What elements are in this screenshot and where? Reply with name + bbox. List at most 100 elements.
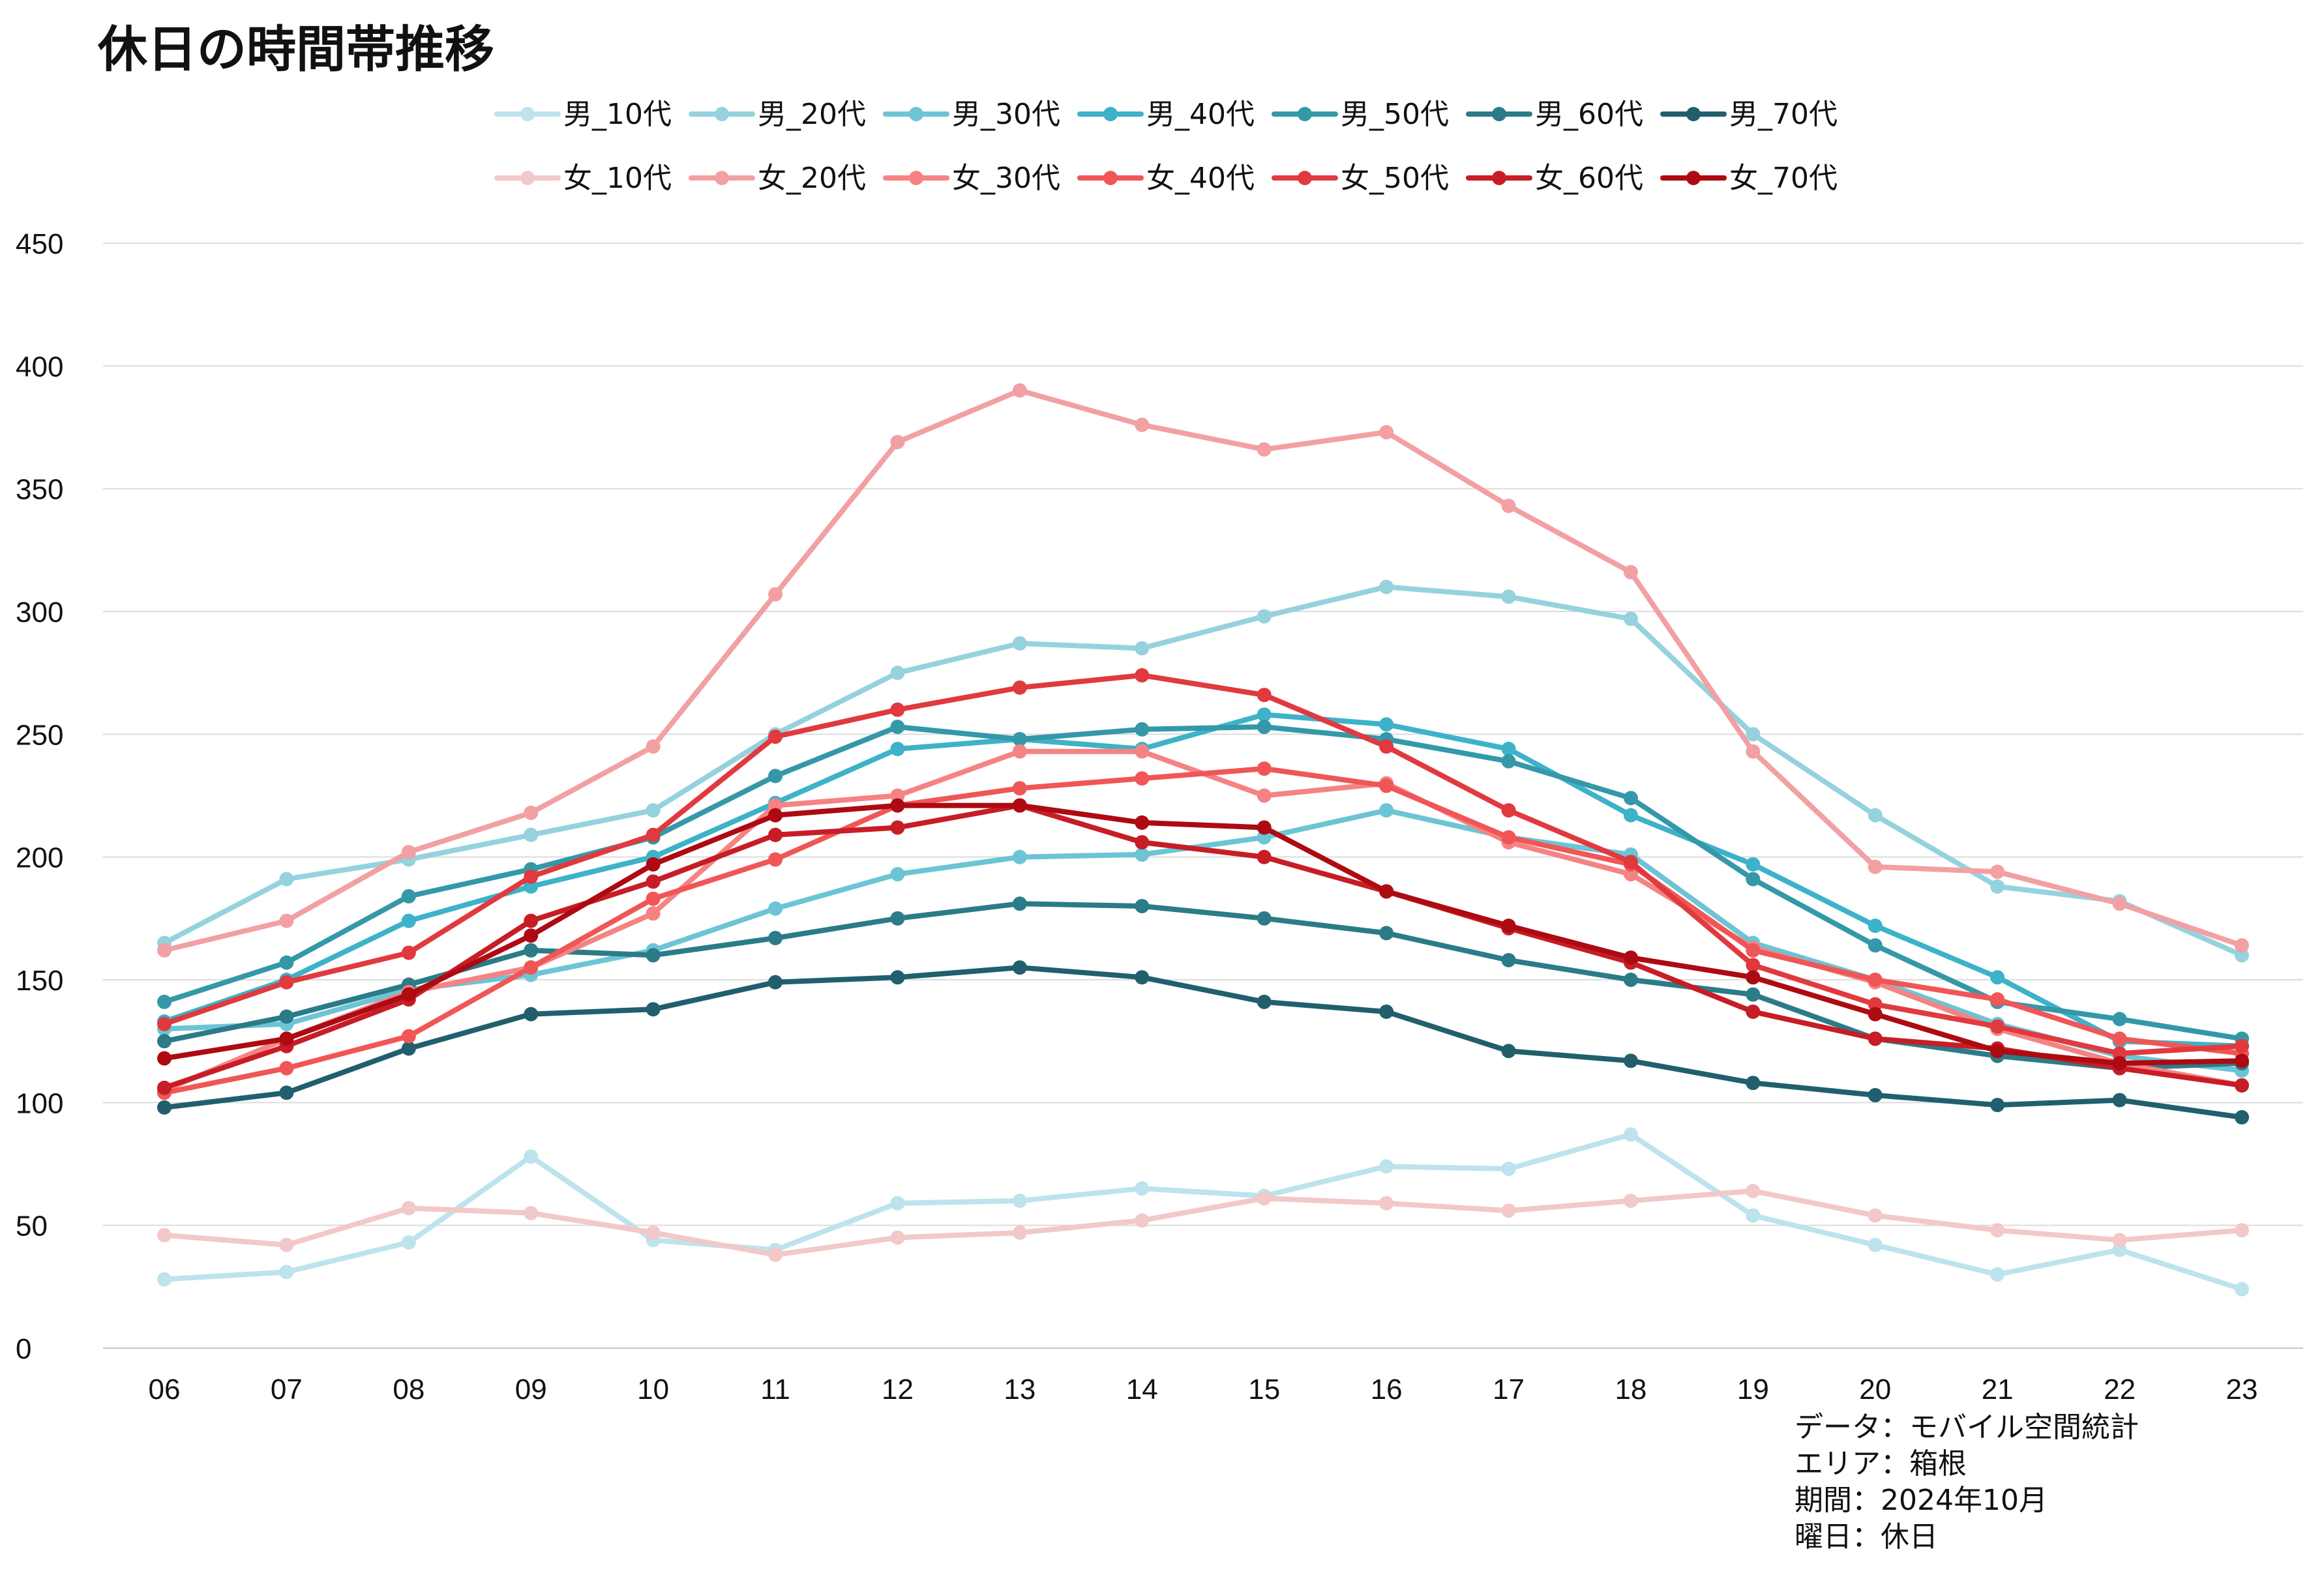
series-line-男_10代 xyxy=(162,1132,2244,1292)
data-point-男_40代-17 xyxy=(1501,741,1516,756)
data-point-男_20代-12 xyxy=(890,666,905,681)
data-point-女_60代-15 xyxy=(1257,849,1272,864)
data-point-男_20代-10 xyxy=(646,803,661,818)
data-point-女_20代-12 xyxy=(890,435,905,450)
data-point-女_60代-19 xyxy=(1746,1004,1761,1019)
x-axis-ticks: 06 07 08 09 10 11 12 13 14 15 16 17 18 19 20 21 22 23 xyxy=(149,1374,2258,1405)
data-point-男_10代-16 xyxy=(1379,1159,1394,1174)
data-point-女_20代-11 xyxy=(768,587,783,602)
data-point-男_70代-18 xyxy=(1623,1053,1638,1068)
data-point-男_40代-15 xyxy=(1257,707,1272,722)
data-point-男_50代-14 xyxy=(1135,722,1150,737)
source-notes: データ：モバイル空間統計 エリア：箱根 期間：2024年10月 曜日：休日 xyxy=(1795,1409,2139,1555)
data-point-男_50代-15 xyxy=(1257,720,1272,735)
data-point-女_70代-19 xyxy=(1746,970,1761,985)
data-point-女_60代-20 xyxy=(1868,1031,1883,1046)
legend-label-女_70代: 女_70代 xyxy=(1729,162,1838,195)
data-point-男_20代-18 xyxy=(1623,611,1638,626)
legend-label-男_20代: 男_20代 xyxy=(758,98,866,131)
data-point-男_10代-06 xyxy=(157,1272,171,1287)
y-tick-label-150: 150 xyxy=(16,965,63,997)
data-point-男_40代-16 xyxy=(1379,717,1394,732)
x-tick-label-17: 17 xyxy=(1493,1374,1525,1405)
legend-label-女_30代: 女_30代 xyxy=(952,162,1060,195)
data-point-女_20代-20 xyxy=(1868,859,1883,874)
data-point-男_10代-09 xyxy=(524,1149,539,1164)
chart-title: 休日の時間帯推移 xyxy=(98,20,494,78)
data-point-男_50代-07 xyxy=(279,955,294,970)
data-point-女_20代-23 xyxy=(2235,938,2249,953)
y-tick-label-100: 100 xyxy=(16,1087,63,1119)
data-point-男_70代-13 xyxy=(1012,960,1027,975)
series-line-女_40代 xyxy=(162,766,2244,1096)
data-point-男_70代-23 xyxy=(2235,1110,2249,1125)
data-point-男_50代-19 xyxy=(1746,872,1761,887)
data-point-女_70代-12 xyxy=(890,798,905,813)
data-point-女_40代-08 xyxy=(401,1029,416,1044)
data-point-女_70代-14 xyxy=(1135,815,1150,830)
legend-swatch-marker xyxy=(1492,171,1506,185)
legend-item-男_40代: 男_40代 xyxy=(1077,98,1255,131)
data-point-男_20代-15 xyxy=(1257,609,1272,624)
data-point-男_60代-15 xyxy=(1257,911,1272,926)
data-point-女_40代-17 xyxy=(1501,830,1516,845)
data-point-男_50代-13 xyxy=(1012,731,1027,746)
data-point-女_60代-09 xyxy=(524,913,539,928)
x-tick-label-23: 23 xyxy=(2226,1374,2258,1405)
data-point-女_20代-18 xyxy=(1623,565,1638,580)
series-line-女_70代 xyxy=(162,802,2244,1066)
data-point-男_20代-14 xyxy=(1135,641,1150,656)
data-point-女_20代-19 xyxy=(1746,744,1761,759)
data-point-男_10代-12 xyxy=(890,1196,905,1211)
data-point-男_70代-21 xyxy=(1990,1098,2005,1113)
legend-item-女_40代: 女_40代 xyxy=(1077,162,1255,195)
legend-swatch-marker xyxy=(520,171,535,185)
data-point-男_40代-12 xyxy=(890,741,905,756)
data-point-女_50代-18 xyxy=(1623,855,1638,870)
data-point-女_20代-15 xyxy=(1257,442,1272,457)
data-point-女_40代-22 xyxy=(2112,1031,2127,1046)
data-point-男_70代-07 xyxy=(279,1085,294,1100)
data-point-女_70代-23 xyxy=(2235,1053,2249,1068)
data-point-女_10代-16 xyxy=(1379,1196,1394,1211)
data-point-女_10代-17 xyxy=(1501,1203,1516,1218)
x-tick-label-07: 07 xyxy=(271,1374,303,1405)
data-point-男_20代-19 xyxy=(1746,727,1761,742)
data-point-女_30代-13 xyxy=(1012,744,1027,759)
data-point-女_70代-18 xyxy=(1623,950,1638,965)
legend-swatch-marker xyxy=(1103,171,1118,185)
source-area-label: エリア：箱根 xyxy=(1795,1447,1967,1480)
data-point-女_20代-07 xyxy=(279,913,294,928)
data-point-女_60代-14 xyxy=(1135,835,1150,850)
legend-label-男_60代: 男_60代 xyxy=(1535,98,1643,131)
data-point-男_60代-18 xyxy=(1623,973,1638,987)
data-point-女_20代-16 xyxy=(1379,425,1394,440)
legend-label-女_40代: 女_40代 xyxy=(1146,162,1255,195)
legend-label-男_30代: 男_30代 xyxy=(952,98,1060,131)
legend-label-女_50代: 女_50代 xyxy=(1341,162,1449,195)
legend-item-女_60代: 女_60代 xyxy=(1466,162,1643,195)
data-point-女_40代-21 xyxy=(1990,992,2005,1007)
data-point-女_50代-19 xyxy=(1746,958,1761,973)
data-point-女_60代-23 xyxy=(2235,1078,2249,1093)
legend-swatch-marker xyxy=(715,107,729,121)
data-point-男_70代-06 xyxy=(157,1100,171,1115)
series-line-女_50代 xyxy=(162,672,2244,1056)
legend-swatch-marker xyxy=(1686,171,1701,185)
data-point-男_50代-18 xyxy=(1623,791,1638,806)
legend-item-男_50代: 男_50代 xyxy=(1272,98,1449,131)
legend-swatch-marker xyxy=(1686,107,1701,121)
y-tick-label-300: 300 xyxy=(16,596,63,628)
legend-label-男_10代: 男_10代 xyxy=(563,98,672,131)
data-point-女_10代-20 xyxy=(1868,1208,1883,1223)
data-point-女_10代-06 xyxy=(157,1228,171,1242)
legend-label-男_70代: 男_70代 xyxy=(1729,98,1838,131)
data-point-女_40代-09 xyxy=(524,960,539,975)
y-tick-label-350: 350 xyxy=(16,474,63,506)
data-point-女_70代-16 xyxy=(1379,884,1394,899)
series-女_10代 xyxy=(157,1183,2249,1262)
data-point-女_10代-11 xyxy=(768,1247,783,1262)
data-point-男_70代-19 xyxy=(1746,1076,1761,1091)
legend-item-男_60代: 男_60代 xyxy=(1466,98,1643,131)
series-女_50代 xyxy=(157,668,2249,1061)
